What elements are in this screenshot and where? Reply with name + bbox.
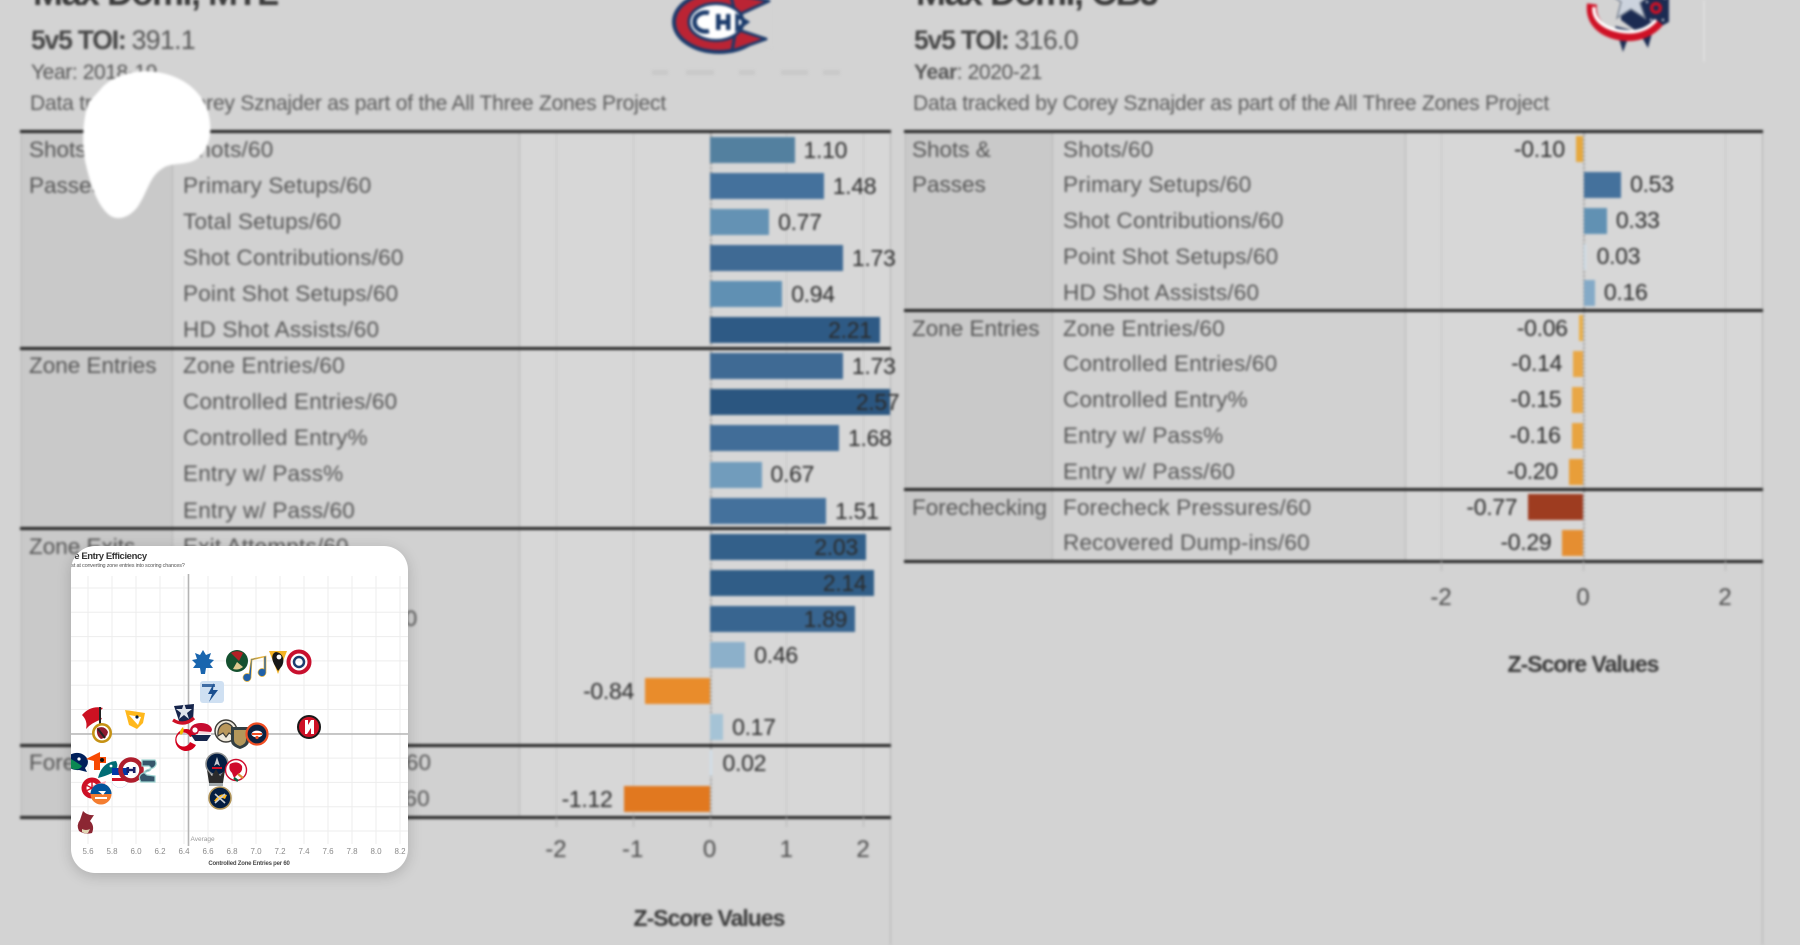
svg-text:7.8: 7.8 [346, 847, 358, 856]
svg-text:6.6: 6.6 [202, 847, 214, 856]
svg-text:Controlled Zone Entries per 60: Controlled Zone Entries per 60 [208, 861, 290, 867]
svg-text:6.0: 6.0 [130, 847, 142, 856]
svg-text:5.6: 5.6 [82, 847, 94, 856]
svg-text:6.8: 6.8 [226, 847, 238, 856]
svg-text:Average: Average [191, 836, 215, 843]
svg-text:6.4: 6.4 [178, 847, 190, 856]
svg-text:7.4: 7.4 [298, 847, 310, 856]
svg-text:8.2: 8.2 [394, 847, 406, 856]
svg-text:8.0: 8.0 [370, 847, 382, 856]
svg-text:5.8: 5.8 [106, 847, 118, 856]
svg-text:7.6: 7.6 [322, 847, 334, 856]
svg-text:6.2: 6.2 [154, 847, 166, 856]
svg-text:7.2: 7.2 [274, 847, 286, 856]
svg-text:7.0: 7.0 [250, 847, 262, 856]
